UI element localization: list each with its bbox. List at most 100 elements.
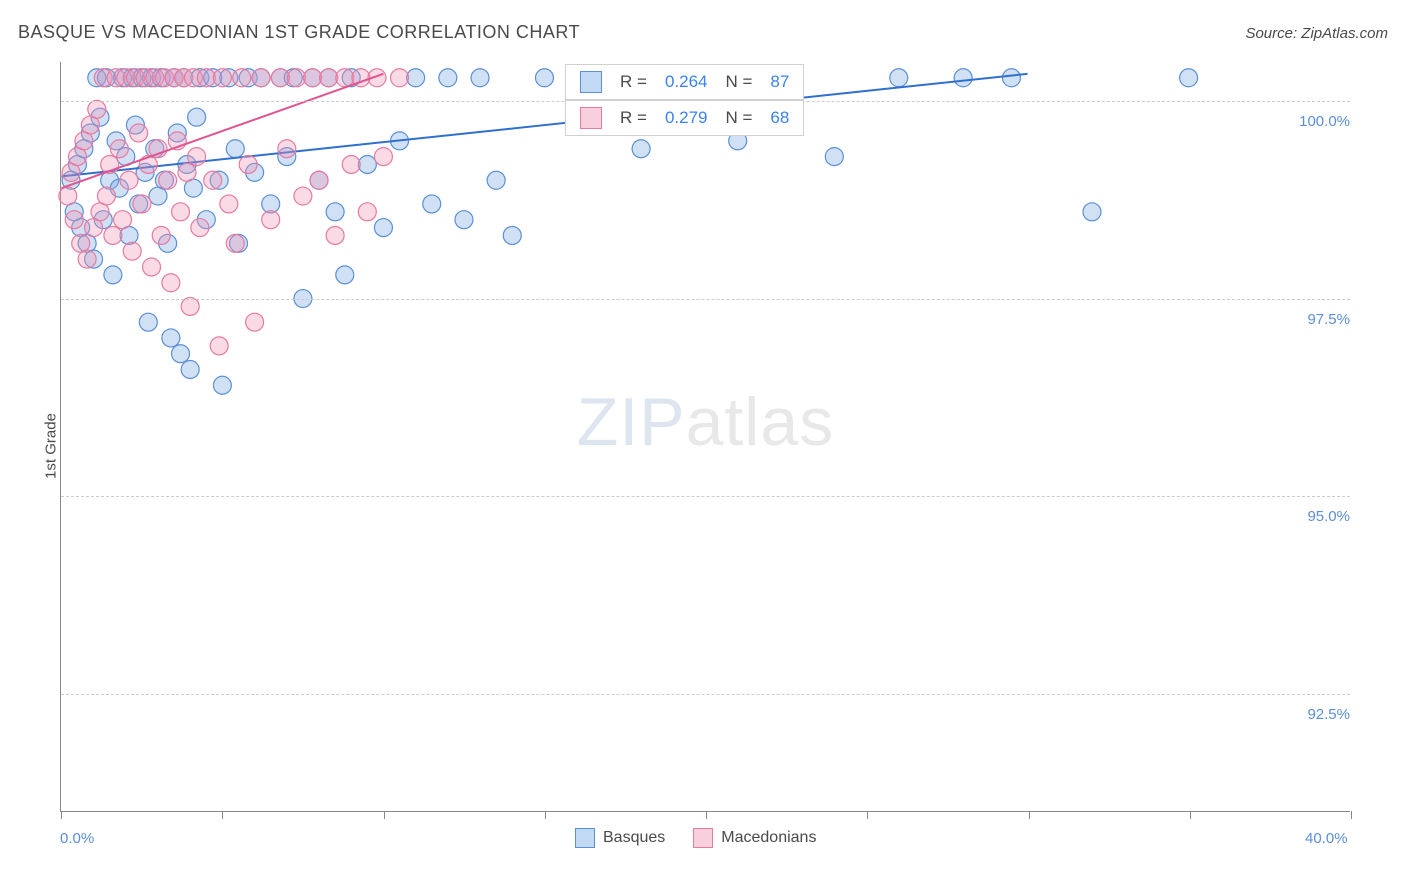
data-point [632, 140, 650, 158]
data-point [162, 274, 180, 292]
data-point [226, 140, 244, 158]
data-point [188, 108, 206, 126]
y-tick-label: 97.5% [1290, 311, 1350, 328]
data-point [220, 195, 238, 213]
data-point [120, 171, 138, 189]
x-tick-mark [1351, 811, 1352, 819]
x-tick-label: 40.0% [1305, 830, 1348, 847]
x-tick-mark [61, 811, 62, 819]
stats-box: R =0.264N =87 [565, 64, 804, 100]
data-point [149, 140, 167, 158]
data-point [1002, 69, 1020, 87]
data-point [271, 69, 289, 87]
data-point [188, 148, 206, 166]
x-tick-mark [384, 811, 385, 819]
data-point [503, 226, 521, 244]
data-point [535, 69, 553, 87]
legend-item: Basques [575, 828, 665, 848]
x-tick-mark [222, 811, 223, 819]
n-value: 87 [770, 72, 789, 92]
x-tick-mark [867, 811, 868, 819]
legend-swatch [693, 828, 713, 848]
data-point [139, 313, 157, 331]
data-point [423, 195, 441, 213]
data-point [358, 156, 376, 174]
data-point [336, 69, 354, 87]
data-point [78, 250, 96, 268]
gridline [61, 299, 1350, 300]
data-point [233, 69, 251, 87]
data-point [130, 124, 148, 142]
data-point [342, 156, 360, 174]
data-point [1083, 203, 1101, 221]
data-point [407, 69, 425, 87]
y-tick-label: 92.5% [1290, 706, 1350, 723]
data-point [191, 219, 209, 237]
data-point [181, 297, 199, 315]
data-point [278, 140, 296, 158]
data-point [65, 211, 83, 229]
data-point [88, 100, 106, 118]
plot-area: ZIPatlas [60, 62, 1350, 812]
data-point [239, 156, 257, 174]
x-tick-mark [1190, 811, 1191, 819]
data-point [143, 258, 161, 276]
n-label: N = [725, 108, 752, 128]
data-point [133, 195, 151, 213]
n-label: N = [725, 72, 752, 92]
legend-swatch [575, 828, 595, 848]
y-axis-label: 1st Grade [42, 413, 59, 479]
r-label: R = [620, 108, 647, 128]
data-point [439, 69, 457, 87]
legend-label: Basques [603, 829, 665, 847]
data-point [110, 140, 128, 158]
data-point [326, 203, 344, 221]
data-point [246, 313, 264, 331]
chart-title: BASQUE VS MACEDONIAN 1ST GRADE CORRELATI… [18, 22, 580, 43]
data-point [455, 211, 473, 229]
data-point [358, 203, 376, 221]
regression-line [61, 74, 1027, 176]
y-tick-label: 95.0% [1290, 508, 1350, 525]
legend: Basques Macedonians [575, 828, 816, 848]
data-point [162, 329, 180, 347]
chart-source: Source: ZipAtlas.com [1245, 25, 1388, 42]
data-point [226, 234, 244, 252]
data-point [471, 69, 489, 87]
data-point [890, 69, 908, 87]
stats-swatch [580, 71, 602, 93]
gridline [61, 496, 1350, 497]
gridline [61, 694, 1350, 695]
chart-header: BASQUE VS MACEDONIAN 1ST GRADE CORRELATI… [18, 22, 1388, 43]
x-tick-label: 0.0% [60, 830, 94, 847]
data-point [97, 187, 115, 205]
data-point [304, 69, 322, 87]
stats-swatch [580, 107, 602, 129]
data-point [487, 171, 505, 189]
data-point [287, 69, 305, 87]
x-tick-mark [1029, 811, 1030, 819]
x-tick-mark [545, 811, 546, 819]
data-point [59, 187, 77, 205]
stats-box: R =0.279N =68 [565, 100, 804, 136]
data-point [310, 171, 328, 189]
legend-label: Macedonians [721, 829, 816, 847]
r-label: R = [620, 72, 647, 92]
regression-line [61, 74, 383, 188]
data-point [210, 337, 228, 355]
data-point [262, 211, 280, 229]
data-point [252, 69, 270, 87]
data-point [172, 203, 190, 221]
data-point [825, 148, 843, 166]
data-point [374, 148, 392, 166]
data-point [104, 266, 122, 284]
data-point [213, 376, 231, 394]
data-point [204, 171, 222, 189]
chart-svg [61, 62, 1350, 811]
data-point [114, 211, 132, 229]
data-point [391, 69, 409, 87]
data-point [1180, 69, 1198, 87]
data-point [326, 226, 344, 244]
y-tick-label: 100.0% [1290, 113, 1350, 130]
data-point [159, 171, 177, 189]
